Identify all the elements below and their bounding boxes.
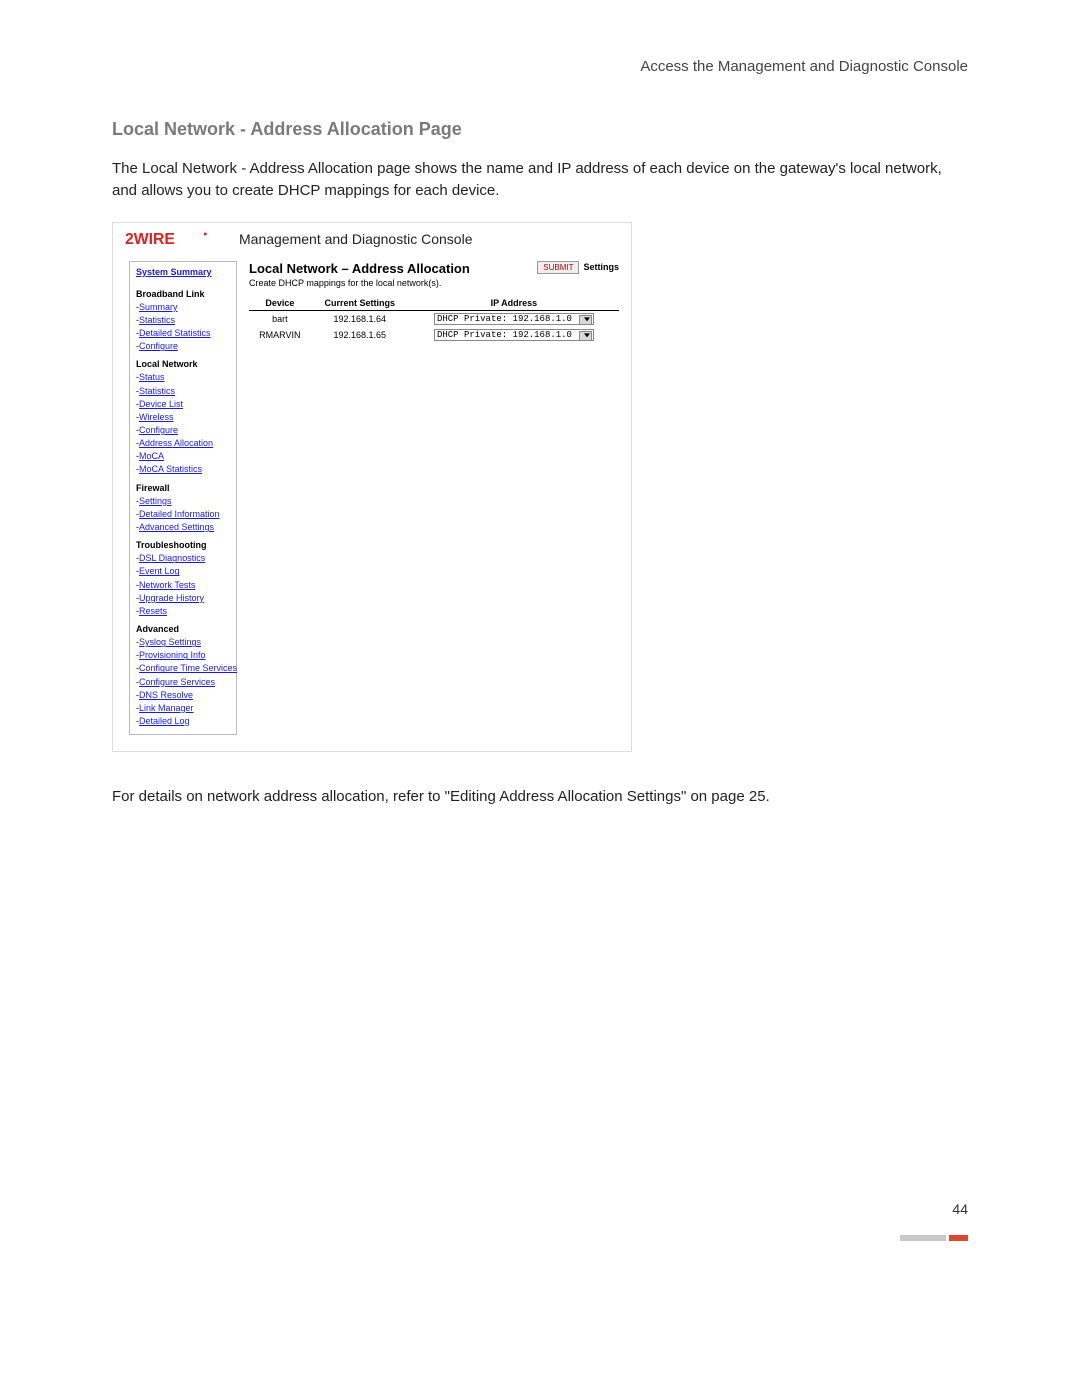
sidebar-item-detailed-log[interactable]: Detailed Log: [136, 715, 230, 727]
col-device: Device: [249, 296, 311, 311]
sidebar-item-network-tests[interactable]: Network Tests: [136, 579, 230, 591]
sidebar-item-upgrade-history[interactable]: Upgrade History: [136, 592, 230, 604]
cell-device: bart: [249, 310, 311, 327]
console-title: Management and Diagnostic Console: [239, 231, 472, 247]
sidebar-item-configure[interactable]: Configure: [136, 340, 230, 352]
page-number: 44: [952, 1201, 968, 1217]
sidebar-item-fw-settings[interactable]: Settings: [136, 495, 230, 507]
intro-paragraph: The Local Network - Address Allocation p…: [112, 158, 968, 202]
sidebar-item-moca[interactable]: MoCA: [136, 450, 230, 462]
sidebar-group-local-network: Local Network: [136, 358, 230, 370]
cell-device: RMARVIN: [249, 327, 311, 343]
sidebar-item-wireless[interactable]: Wireless: [136, 411, 230, 423]
content-subtitle: Create DHCP mappings for the local netwo…: [249, 278, 470, 288]
sidebar-item-link-manager[interactable]: Link Manager: [136, 702, 230, 714]
sidebar-item-statistics[interactable]: Statistics: [136, 314, 230, 326]
sidebar-group-advanced: Advanced: [136, 623, 230, 635]
mdc-screenshot: 2WIRE Management and Diagnostic Console …: [112, 222, 632, 753]
sidebar-item-syslog[interactable]: Syslog Settings: [136, 636, 230, 648]
logo-2wire: 2WIRE: [125, 229, 211, 249]
sidebar-system-summary[interactable]: System Summary: [136, 266, 212, 278]
sidebar-group-firewall: Firewall: [136, 482, 230, 494]
table-row: RMARVIN 192.168.1.65 DHCP Private: 192.1…: [249, 327, 619, 343]
col-current-settings: Current Settings: [311, 296, 409, 311]
content-pane: Local Network – Address Allocation Creat…: [245, 253, 631, 351]
sidebar-item-fw-advanced[interactable]: Advanced Settings: [136, 521, 230, 533]
doc-header: Access the Management and Diagnostic Con…: [112, 58, 968, 75]
sidebar-item-resets[interactable]: Resets: [136, 605, 230, 617]
sidebar-item-moca-statistics[interactable]: MoCA Statistics: [136, 463, 230, 475]
sidebar-item-fw-detailed[interactable]: Detailed Information: [136, 508, 230, 520]
sidebar-item-dns-resolve[interactable]: DNS Resolve: [136, 689, 230, 701]
sidebar-item-ln-statistics[interactable]: Statistics: [136, 385, 230, 397]
sidebar-item-event-log[interactable]: Event Log: [136, 565, 230, 577]
content-title: Local Network – Address Allocation: [249, 261, 470, 276]
sidebar-item-ln-configure[interactable]: Configure: [136, 424, 230, 436]
sidebar-item-provisioning[interactable]: Provisioning Info: [136, 649, 230, 661]
sidebar-group-troubleshooting: Troubleshooting: [136, 539, 230, 551]
table-row: bart 192.168.1.64 DHCP Private: 192.168.…: [249, 310, 619, 327]
cell-current: 192.168.1.64: [311, 310, 409, 327]
sidebar-group-broadband: Broadband Link: [136, 288, 230, 300]
svg-text:2WIRE: 2WIRE: [125, 231, 175, 248]
footer-bar-icon: [900, 1235, 968, 1241]
sidebar-item-dsl-diag[interactable]: DSL Diagnostics: [136, 552, 230, 564]
sidebar-item-status[interactable]: Status: [136, 371, 230, 383]
device-table: Device Current Settings IP Address bart …: [249, 296, 619, 343]
submit-button[interactable]: SUBMIT: [537, 261, 579, 274]
cell-current: 192.168.1.65: [311, 327, 409, 343]
sidebar-item-detailed-statistics[interactable]: Detailed Statistics: [136, 327, 230, 339]
sidebar-item-device-list[interactable]: Device List: [136, 398, 230, 410]
sidebar-item-summary[interactable]: Summary: [136, 301, 230, 313]
col-ip-address: IP Address: [409, 296, 619, 311]
sidebar-item-address-allocation[interactable]: Address Allocation: [136, 437, 230, 449]
sidebar: System Summary Broadband Link Summary St…: [129, 261, 237, 736]
ip-select[interactable]: DHCP Private: 192.168.1.0: [434, 313, 594, 325]
settings-label: Settings: [583, 262, 619, 272]
sidebar-item-time-services[interactable]: Configure Time Services: [136, 662, 230, 674]
footer-paragraph: For details on network address allocatio…: [112, 788, 968, 805]
ip-select[interactable]: DHCP Private: 192.168.1.0: [434, 329, 594, 341]
sidebar-item-configure-services[interactable]: Configure Services: [136, 676, 230, 688]
section-title: Local Network - Address Allocation Page: [112, 119, 968, 140]
